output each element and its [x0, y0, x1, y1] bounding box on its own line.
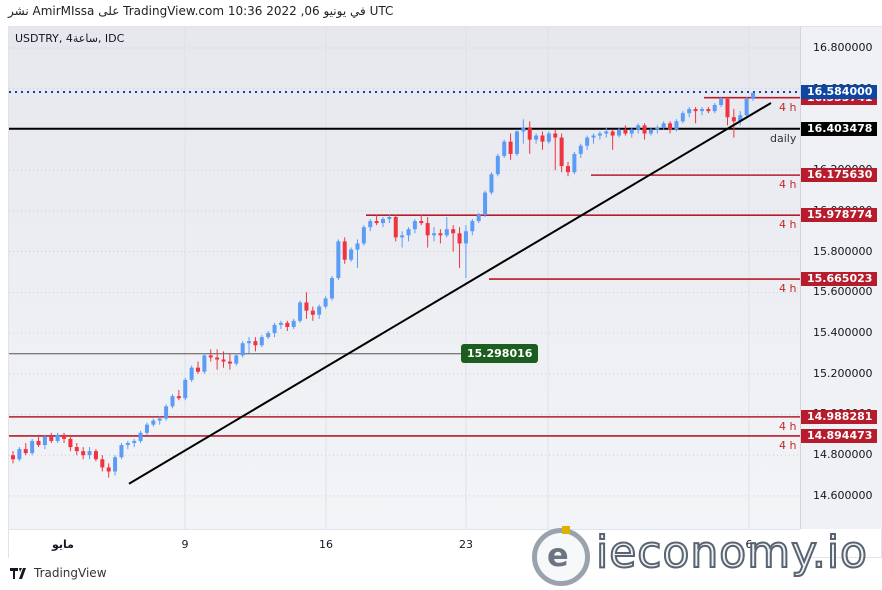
- timeframe-label: 4 h: [779, 100, 797, 114]
- tradingview-branding[interactable]: TradingView: [10, 566, 107, 580]
- level-price-badge: 15.978774: [801, 208, 877, 223]
- time-tick: مايو: [52, 538, 74, 551]
- time-axis[interactable]: مايو 9 16 23 6: [9, 529, 800, 558]
- chart-frame: USDTRY, 4ساعة, IDC 15.298016 4 h daily 4 h…: [8, 26, 882, 558]
- time-tick: 9: [181, 538, 189, 551]
- timeframe-label: daily: [770, 131, 797, 145]
- price-tick: 16.800000: [813, 41, 873, 54]
- tradingview-logo-icon: [10, 567, 26, 579]
- timeframe-label: 4 h: [779, 438, 797, 452]
- level-price-badge: 16.403478: [801, 121, 877, 136]
- level-price-badge: 14.988281: [801, 409, 877, 424]
- candlestick-chart: [9, 27, 800, 529]
- timeframe-label: 4 h: [779, 178, 797, 192]
- level-price-badge: 14.894473: [801, 428, 877, 443]
- time-tick: 16: [319, 538, 333, 551]
- current-price-badge: 16.584000: [801, 84, 877, 99]
- timeframe-label: 4 h: [779, 218, 797, 232]
- ieconomy-logo-icon: e: [532, 528, 590, 586]
- chart-plot-area[interactable]: USDTRY, 4ساعة, IDC 15.298016 4 h daily 4 h…: [9, 27, 800, 529]
- price-tick: 15.400000: [813, 326, 873, 340]
- price-tick: 15.800000: [813, 244, 873, 258]
- timeframe-label: 4 h: [779, 282, 797, 296]
- watermark-text: ieconomy.io: [595, 526, 868, 579]
- price-tick: 14.600000: [813, 488, 873, 502]
- timeframe-label: 4 h: [779, 419, 797, 433]
- level-price-badge: 15.665023: [801, 272, 877, 287]
- time-tick: 23: [459, 538, 473, 551]
- price-tick: 14.800000: [813, 448, 873, 462]
- price-tick: 15.600000: [813, 285, 873, 299]
- watermark-dot: [562, 526, 570, 534]
- tradingview-brand-label: TradingView: [34, 566, 107, 580]
- time-tick: 6: [745, 538, 753, 551]
- horizontal-ray-price-badge: 15.298016: [461, 344, 539, 363]
- level-price-badge: 16.175630: [801, 168, 877, 183]
- price-axis[interactable]: 14.60000014.80000015.00000015.20000015.4…: [800, 27, 882, 529]
- price-tick: 15.200000: [813, 366, 873, 380]
- symbol-legend[interactable]: USDTRY, 4ساعة, IDC: [15, 32, 125, 45]
- publish-caption: نشر AmirMIssa على TradingView.com 10:36 …: [8, 4, 394, 18]
